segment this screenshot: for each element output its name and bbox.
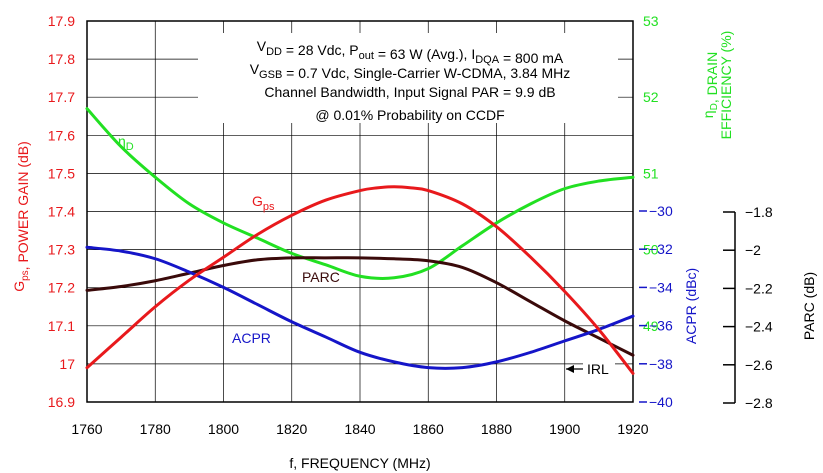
parc-axis-label: PARC (dB) — [801, 272, 817, 340]
series-layer — [85, 107, 635, 375]
acpr-tick-label: −34 — [649, 279, 673, 295]
condition-line: Channel Bandwidth, Input Signal PAR = 9.… — [264, 84, 555, 100]
series-line-acpr — [85, 245, 635, 370]
parc-tick-label: −2.8 — [745, 395, 773, 411]
parc-tick-label: −2.6 — [745, 357, 773, 373]
x-tick-label: 1900 — [549, 421, 580, 437]
left-tick-label: 17.5 — [48, 165, 75, 181]
left-tick-label: 17.4 — [48, 204, 75, 220]
left-tick-label: 17 — [59, 356, 75, 372]
left-tick-label: 17.3 — [48, 242, 75, 258]
left-tick-label: 17.1 — [48, 318, 75, 334]
condition-line: @ 0.01% Probability on CCDF — [315, 107, 504, 123]
acpr-tick-label: −30 — [649, 203, 673, 219]
efficiency-tick-label: 53 — [643, 13, 659, 29]
x-axis-ticks: 1760 1780 1800 1820 1840 1860 1880 1900 1920 — [71, 421, 648, 437]
efficiency-axis-ticks: 49 50 51 52 53 — [643, 13, 659, 334]
left-tick-label: 17.9 — [48, 13, 75, 29]
annotation-irl: IRL — [587, 361, 609, 377]
parc-tick-label: −2.4 — [745, 319, 773, 335]
series-labels: Gps ηD ACPR PARC IRL — [118, 133, 615, 379]
x-tick-label: 1800 — [208, 421, 239, 437]
parc-tick-label: −2 — [745, 242, 761, 258]
irl-label-background — [583, 357, 615, 379]
series-line-ηd — [85, 107, 635, 280]
x-tick-label: 1820 — [276, 421, 307, 437]
series-label-acpr: ACPR — [232, 330, 271, 346]
condition-line: VDD = 28 Vdc, Pout = 63 W (Avg.), IDQA =… — [257, 38, 564, 66]
series-label-gps: Gps — [252, 193, 275, 213]
acpr-tick-label: −38 — [649, 356, 673, 372]
parc-axis: −2.8 −2.6 −2.4 −2.2 −2 −1.8 — [723, 204, 773, 411]
efficiency-tick-label: 49 — [643, 318, 659, 334]
left-tick-label: 17.7 — [48, 89, 75, 105]
left-tick-label: 16.9 — [48, 394, 75, 410]
series-label-ηd: ηD — [118, 133, 134, 153]
left-tick-label: 17.2 — [48, 280, 75, 296]
acpr-tick-label: −36 — [649, 318, 673, 334]
parc-tick-label: −2.2 — [745, 280, 773, 296]
plot-frame — [86, 20, 634, 403]
left-axis-label: Gps, POWER GAIN (dB) — [11, 141, 31, 292]
series-line-parc — [85, 256, 635, 357]
left-axis-ticks: 16.9 17 17.1 17.2 17.3 17.4 17.5 17.6 17.7 17.8 17… — [48, 13, 75, 410]
x-tick-label: 1760 — [71, 421, 102, 437]
acpr-tick-label: −40 — [649, 394, 673, 410]
acpr-axis-ticks: −40 −38 −36 −34 −32 −30 — [639, 203, 673, 410]
x-tick-label: 1860 — [413, 421, 444, 437]
efficiency-axis-label-line1: ηD, DRAIN — [700, 52, 720, 118]
axis-labels: f, FREQUENCY (MHz) Gps, POWER GAIN (dB) ηD… — [11, 31, 817, 471]
irl-arrow-head — [566, 365, 574, 373]
x-tick-label: 1780 — [140, 421, 171, 437]
acpr-axis-label: ACPR (dBc) — [683, 268, 699, 344]
left-tick-label: 17.8 — [48, 51, 75, 67]
acpr-tick-label: −32 — [649, 241, 673, 257]
efficiency-tick-label: 51 — [643, 165, 659, 181]
parc-tick-label: −1.8 — [745, 204, 773, 220]
series-label-parc: PARC — [302, 269, 340, 285]
left-tick-label: 17.6 — [48, 127, 75, 143]
efficiency-tick-label: 50 — [643, 242, 659, 258]
series-line-gps — [85, 185, 635, 375]
efficiency-axis-label-line2: EFFICIENCY (%) — [718, 31, 734, 140]
conditions-box: VDD = 28 Vdc, Pout = 63 W (Avg.), IDQA =… — [198, 33, 618, 123]
condition-line: VGSB = 0.7 Vdc, Single-Carrier W-CDMA, 3… — [250, 61, 571, 81]
conditions-background — [198, 33, 618, 123]
x-tick-label: 1880 — [481, 421, 512, 437]
efficiency-tick-label: 52 — [643, 89, 659, 105]
x-axis-label: f, FREQUENCY (MHz) — [289, 455, 430, 471]
x-tick-label: 1840 — [344, 421, 375, 437]
x-tick-label: 1920 — [617, 421, 648, 437]
